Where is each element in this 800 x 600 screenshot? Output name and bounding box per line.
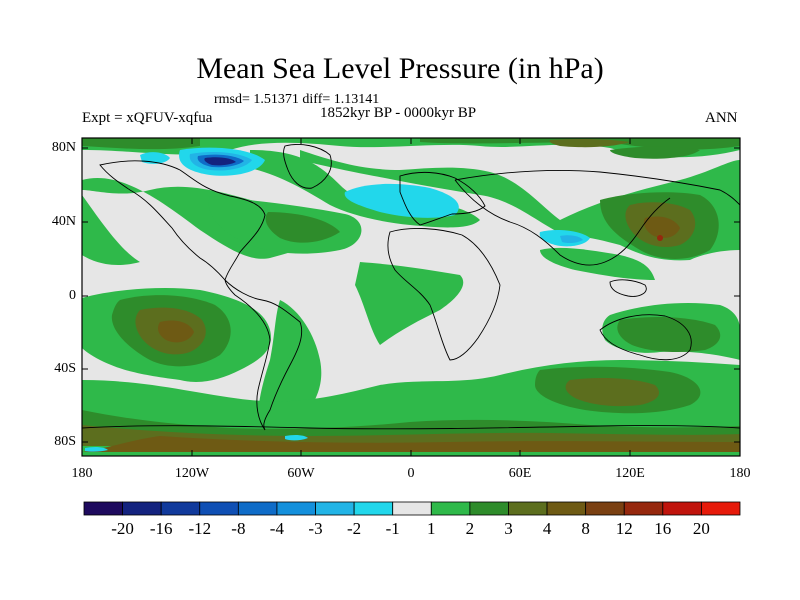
colorbar-label: 1 (427, 519, 436, 538)
colorbar-swatch (623, 501, 664, 516)
colorbar-swatch (353, 501, 394, 516)
anomaly-12to16-spot (657, 235, 663, 241)
colorbar-label: 8 (581, 519, 590, 538)
lat-tick-label: 80N (51, 140, 76, 155)
colorbar-swatch (83, 501, 123, 516)
colorbar-label: -12 (188, 519, 212, 538)
colorbar-swatch (392, 501, 432, 516)
colorbar-swatch (469, 501, 509, 516)
coastlines (82, 144, 740, 431)
colorbar-label: 3 (504, 519, 513, 538)
lon-tick-label: 60E (508, 466, 532, 481)
lon-tick-label: 120E (615, 466, 645, 481)
colorbar-label: 20 (692, 519, 710, 538)
lon-tick-label: 180 (729, 466, 751, 481)
colorbar-label: -4 (269, 519, 284, 538)
lon-tick-label: 0 (407, 466, 415, 481)
colorbar-label: -1 (385, 519, 400, 538)
rmsd-diff-stats: rmsd= 1.51371 diff= 1.13141 (214, 92, 380, 107)
colorbar-swatch (508, 501, 548, 516)
lat-tick-label: 40S (54, 361, 76, 376)
colorbar-label: 4 (542, 519, 552, 538)
lat-tick-label: 80S (54, 434, 76, 449)
time-period-label: 1852kyr BP - 0000kyr BP (320, 105, 477, 121)
lon-tick-label: 60W (287, 466, 315, 481)
anomaly-4to8-regions (82, 216, 740, 452)
colorbar-label: 2 (465, 519, 475, 538)
lat-tick-label: 0 (69, 288, 76, 303)
colorbar-swatch (160, 501, 201, 516)
negative-anomaly-regions (85, 147, 590, 452)
colorbar (83, 501, 741, 516)
experiment-label: Expt = xQFUV-xqfua (82, 110, 213, 126)
lon-tick-label: 180 (71, 466, 93, 481)
lon-tick-label: 120W (174, 466, 210, 481)
colorbar-swatch (199, 501, 239, 516)
colorbar-label: -2 (347, 519, 362, 538)
lat-tick-label: 40N (51, 214, 76, 229)
colorbar-label: 12 (615, 519, 633, 538)
colorbar-swatch (315, 501, 355, 516)
colorbar-label: -16 (149, 519, 173, 538)
map-title: Mean Sea Level Pressure (in hPa) (196, 52, 604, 85)
map-frame (81, 137, 741, 457)
colorbar-label: -20 (111, 519, 134, 538)
colorbar-swatch (662, 501, 702, 516)
colorbar-label: 16 (654, 519, 672, 538)
season-label: ANN (705, 110, 738, 126)
colorbar-swatch (430, 501, 471, 516)
colorbar-swatch (237, 501, 278, 516)
colorbar-swatch (585, 501, 625, 516)
colorbar-swatch (546, 501, 587, 516)
colorbar-swatch (276, 501, 316, 516)
colorbar-swatch (122, 501, 162, 516)
colorbar-label: -3 (308, 519, 323, 538)
colorbar-label: -8 (231, 519, 246, 538)
colorbar-swatch (701, 501, 741, 516)
